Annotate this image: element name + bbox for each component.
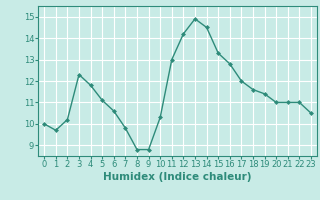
X-axis label: Humidex (Indice chaleur): Humidex (Indice chaleur) (103, 172, 252, 182)
